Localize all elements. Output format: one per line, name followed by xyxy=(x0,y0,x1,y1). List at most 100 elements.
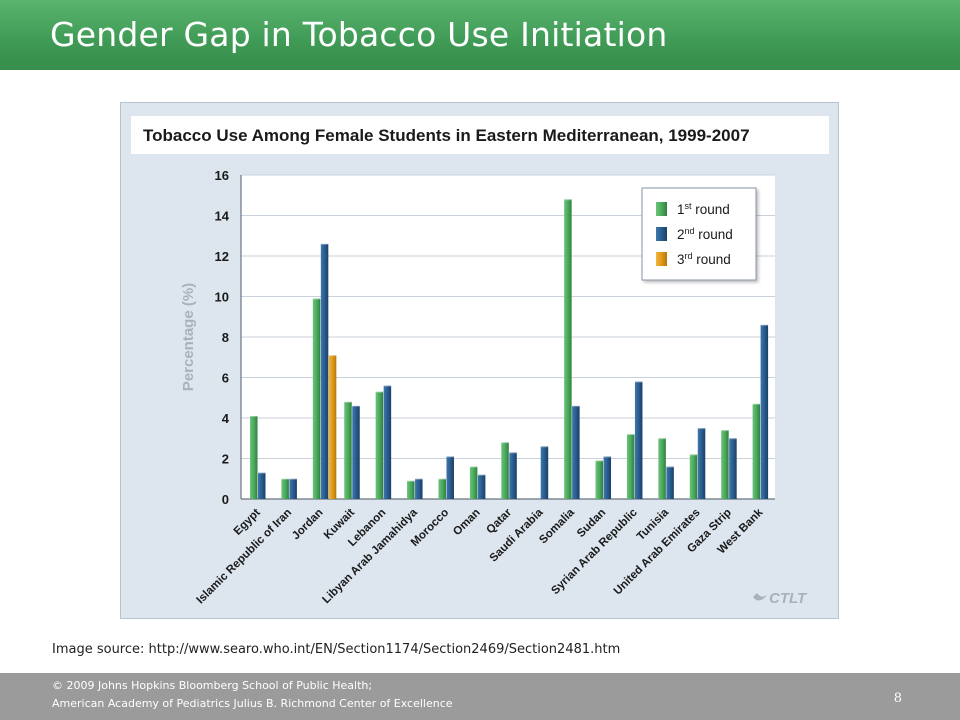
bar-cap xyxy=(344,400,352,403)
bar-cap xyxy=(328,354,337,357)
ctlt-logo: CTLT xyxy=(753,590,808,607)
bar-cap xyxy=(564,198,572,201)
bar-cap xyxy=(258,471,266,474)
bar-1 xyxy=(407,480,415,499)
bar-1 xyxy=(438,478,446,499)
bar-2 xyxy=(258,472,266,499)
bar-1 xyxy=(689,454,698,499)
bar-cap xyxy=(603,455,612,458)
legend-swatch-1 xyxy=(656,202,667,216)
y-tick-label: 0 xyxy=(222,492,229,507)
bar-2 xyxy=(477,474,486,499)
y-tick-label: 14 xyxy=(215,209,230,224)
bar-2 xyxy=(383,385,392,499)
bars-group xyxy=(250,198,769,500)
bar-cap xyxy=(666,465,674,468)
footer-affiliation: American Academy of Pediatrics Julius B.… xyxy=(52,697,453,710)
bar-cap xyxy=(469,465,478,468)
bar-2 xyxy=(540,446,549,499)
bar-cap xyxy=(729,437,737,440)
bar-2 xyxy=(729,438,737,499)
bar-cap xyxy=(281,477,289,480)
bar-chart: Tobacco Use Among Female Students in Eas… xyxy=(131,116,829,607)
bar-cap xyxy=(438,477,446,480)
bar-1 xyxy=(250,415,258,499)
bar-cap xyxy=(320,242,329,245)
bar-1 xyxy=(658,438,666,499)
x-tick-label: Qatar xyxy=(484,506,514,536)
slide-footer: © 2009 Johns Hopkins Bloomberg School of… xyxy=(0,673,960,720)
bar-cap xyxy=(501,441,509,444)
bar-1 xyxy=(469,466,478,499)
bar-1 xyxy=(375,391,384,499)
bar-2 xyxy=(760,324,769,499)
bar-cap xyxy=(626,433,635,436)
bar-cap xyxy=(595,459,604,462)
y-tick-label: 16 xyxy=(215,168,229,183)
bar-2 xyxy=(352,405,360,499)
y-tick-label: 6 xyxy=(222,371,229,386)
legend-swatch-3 xyxy=(656,252,667,266)
x-tick-label: Jordan xyxy=(290,507,326,543)
y-tick-label: 4 xyxy=(222,411,230,426)
bar-cap xyxy=(415,477,423,480)
chart-title: Tobacco Use Among Female Students in Eas… xyxy=(143,126,750,145)
bar-cap xyxy=(375,390,384,393)
bar-cap xyxy=(477,473,486,476)
y-tick-label: 12 xyxy=(215,249,229,264)
legend-swatch-2 xyxy=(656,227,667,241)
bar-1 xyxy=(752,403,761,499)
bar-2 xyxy=(446,456,454,499)
bar-2 xyxy=(289,478,297,499)
bar-cap xyxy=(289,477,297,480)
image-source-text: Image source: http://www.searo.who.int/E… xyxy=(52,642,621,657)
x-tick-label: Oman xyxy=(451,507,483,539)
bar-1 xyxy=(626,434,635,499)
bar-1 xyxy=(344,401,352,499)
logo-swoosh-icon xyxy=(753,593,767,601)
bar-1 xyxy=(312,298,321,499)
chart-panel: Tobacco Use Among Female Students in Eas… xyxy=(120,102,839,619)
bar-1 xyxy=(281,478,289,499)
bar-1 xyxy=(501,442,509,499)
bar-cap xyxy=(312,297,321,300)
bar-cap xyxy=(697,427,706,430)
bar-cap xyxy=(760,323,769,326)
y-tick-label: 8 xyxy=(222,330,229,345)
legend-label-3: 3rd round xyxy=(677,251,731,267)
bar-2 xyxy=(697,428,706,499)
legend: 1st round 2nd round 3rd round xyxy=(641,187,757,281)
page-number: 8 xyxy=(893,691,902,706)
bar-cap xyxy=(572,404,580,407)
bar-cap xyxy=(689,453,698,456)
slide-title: Gender Gap in Tobacco Use Initiation xyxy=(50,15,668,54)
bar-2 xyxy=(509,452,517,499)
y-axis-label: Percentage (%) xyxy=(180,283,197,391)
footer-copyright: © 2009 Johns Hopkins Bloomberg School of… xyxy=(52,679,373,692)
bar-cap xyxy=(383,384,392,387)
bar-cap xyxy=(250,414,258,417)
y-tick-label: 10 xyxy=(215,290,229,305)
bar-cap xyxy=(721,429,729,432)
bar-cap xyxy=(540,445,549,448)
slide-header: Gender Gap in Tobacco Use Initiation xyxy=(0,0,960,70)
bar-1 xyxy=(564,199,572,500)
bar-2 xyxy=(320,243,329,499)
chart-title-box xyxy=(131,116,829,154)
bar-3 xyxy=(328,355,337,499)
bar-1 xyxy=(721,430,729,499)
bar-cap xyxy=(658,437,666,440)
bar-1 xyxy=(595,460,604,499)
bar-2 xyxy=(572,405,580,499)
bar-cap xyxy=(752,402,761,405)
y-tick-labels: 0 2 4 6 8 10 12 14 16 xyxy=(215,168,230,507)
bar-2 xyxy=(415,478,423,499)
bar-cap xyxy=(446,455,454,458)
y-tick-label: 2 xyxy=(222,452,229,467)
bar-cap xyxy=(634,380,643,383)
bar-2 xyxy=(603,456,612,499)
logo-text: CTLT xyxy=(769,590,808,607)
legend-label-2: 2nd round xyxy=(677,226,733,242)
bar-cap xyxy=(509,451,517,454)
